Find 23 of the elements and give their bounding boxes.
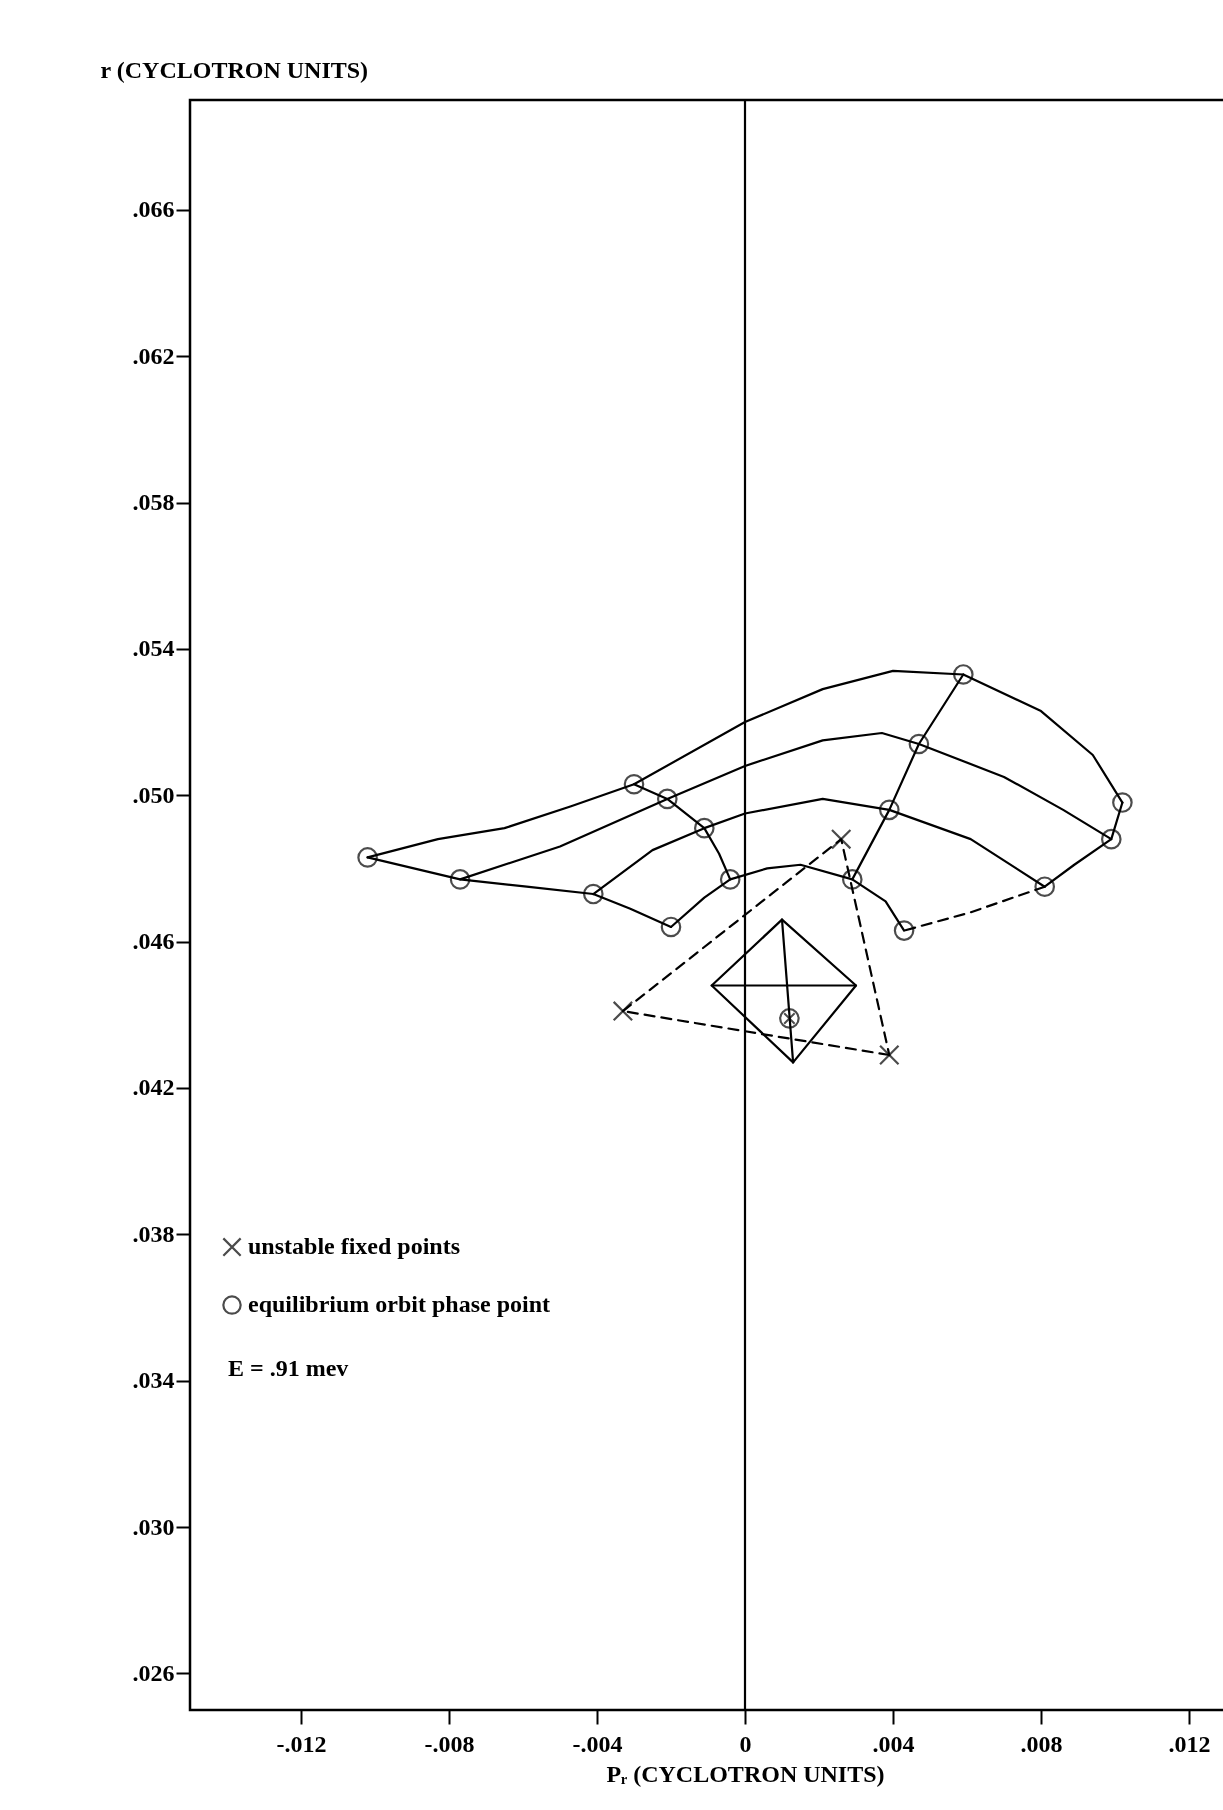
y-tick-label: .054 bbox=[132, 635, 175, 662]
y-tick-label: .042 bbox=[132, 1074, 175, 1101]
y-tick-label: .030 bbox=[132, 1513, 175, 1540]
y-tick-label: .026 bbox=[132, 1659, 175, 1686]
annotation: E = .91 mev bbox=[228, 1355, 349, 1382]
legend-label: unstable fixed points bbox=[248, 1233, 461, 1260]
y-tick-label: .050 bbox=[132, 781, 175, 808]
x-tick-label: .004 bbox=[872, 1730, 915, 1757]
y-tick-label: .062 bbox=[132, 342, 175, 369]
y-tick-label: .034 bbox=[132, 1367, 175, 1394]
x-tick-label: -.004 bbox=[572, 1730, 623, 1757]
x-axis-title: Pᵣ (CYCLOTRON UNITS) bbox=[606, 1760, 885, 1787]
y-axis-title: r (CYCLOTRON UNITS) bbox=[100, 56, 369, 83]
y-tick-label: .058 bbox=[132, 489, 175, 515]
x-tick-label: .012 bbox=[1168, 1730, 1211, 1757]
x-tick-label: -.012 bbox=[276, 1730, 327, 1757]
x-tick-label: -.008 bbox=[424, 1730, 475, 1757]
y-tick-label: .038 bbox=[132, 1220, 175, 1247]
x-tick-label: 0 bbox=[739, 1730, 752, 1757]
y-tick-label: .066 bbox=[132, 196, 175, 223]
legend-label: equilibrium orbit phase point bbox=[248, 1291, 551, 1318]
y-tick-label: .046 bbox=[132, 928, 175, 955]
x-tick-label: .008 bbox=[1020, 1730, 1063, 1757]
